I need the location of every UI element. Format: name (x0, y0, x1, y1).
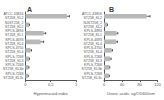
svg-text:A: A (27, 6, 32, 13)
svg-text:Hypermucoid index: Hypermucoid index (34, 91, 68, 96)
svg-text:40: 40 (120, 82, 125, 87)
svg-text:ATCC 43816: ATCC 43816 (3, 12, 24, 17)
svg-text:KPLS-7268: KPLS-7268 (84, 71, 102, 76)
svg-text:ST258_KL4: ST258_KL4 (5, 50, 24, 54)
svg-text:ST258_KL3b: ST258_KL3b (82, 67, 102, 71)
svg-text:120: 120 (154, 82, 161, 87)
svg-text:ST258_KL4: ST258_KL4 (5, 42, 24, 46)
svg-text:KPLS-7268: KPLS-7268 (5, 54, 24, 59)
svg-text:NJST258_2: NJST258_2 (4, 20, 24, 25)
svg-text:KPLS-7268: KPLS-7268 (5, 71, 24, 76)
svg-text:1: 1 (75, 82, 78, 87)
svg-text:KPLS-7268: KPLS-7268 (84, 54, 102, 59)
svg-text:KPLS-7268: KPLS-7268 (84, 63, 102, 68)
svg-text:ST258_KL3c: ST258_KL3c (3, 76, 23, 80)
svg-text:KPLS-7268: KPLS-7268 (5, 63, 24, 68)
svg-text:KPLS-4750: KPLS-4750 (5, 46, 24, 51)
svg-text:NJST258_2: NJST258_2 (83, 20, 102, 25)
svg-text:0: 0 (103, 82, 106, 87)
svg-text:ST258_KL2: ST258_KL2 (84, 25, 103, 29)
svg-text:KPLS-4693: KPLS-4693 (84, 37, 102, 42)
svg-text:B: B (109, 6, 114, 13)
svg-text:ST258_KL3: ST258_KL3 (5, 59, 24, 63)
svg-text:ST258_KL1: ST258_KL1 (5, 33, 24, 37)
svg-text:ST258_KL4: ST258_KL4 (84, 42, 103, 46)
svg-text:ST258_KL2: ST258_KL2 (5, 25, 24, 29)
svg-text:ST258_KL4: ST258_KL4 (84, 50, 103, 54)
svg-text:ST258_KL3: ST258_KL3 (84, 59, 103, 63)
svg-text:ST258_KL1: ST258_KL1 (84, 33, 103, 37)
svg-text:ST258_KL2: ST258_KL2 (84, 16, 103, 20)
svg-text:KPLS-4750: KPLS-4750 (84, 46, 102, 51)
svg-text:80: 80 (138, 82, 143, 87)
svg-text:KPLS-4894: KPLS-4894 (5, 29, 24, 34)
svg-text:0: 0 (24, 82, 27, 87)
svg-text:KPLS-4693: KPLS-4693 (5, 37, 24, 42)
svg-text:0.5: 0.5 (48, 82, 54, 87)
svg-text:ST258_KL2: ST258_KL2 (5, 16, 24, 20)
svg-text:ST258_KL3c: ST258_KL3c (82, 76, 102, 80)
svg-text:ATCC 43816: ATCC 43816 (82, 12, 102, 17)
svg-text:KPLS-4894: KPLS-4894 (84, 29, 102, 34)
svg-text:Uronic acids, ug/OD600nm: Uronic acids, ug/OD600nm (107, 91, 156, 96)
svg-text:ST258_KL3b: ST258_KL3b (3, 67, 23, 71)
